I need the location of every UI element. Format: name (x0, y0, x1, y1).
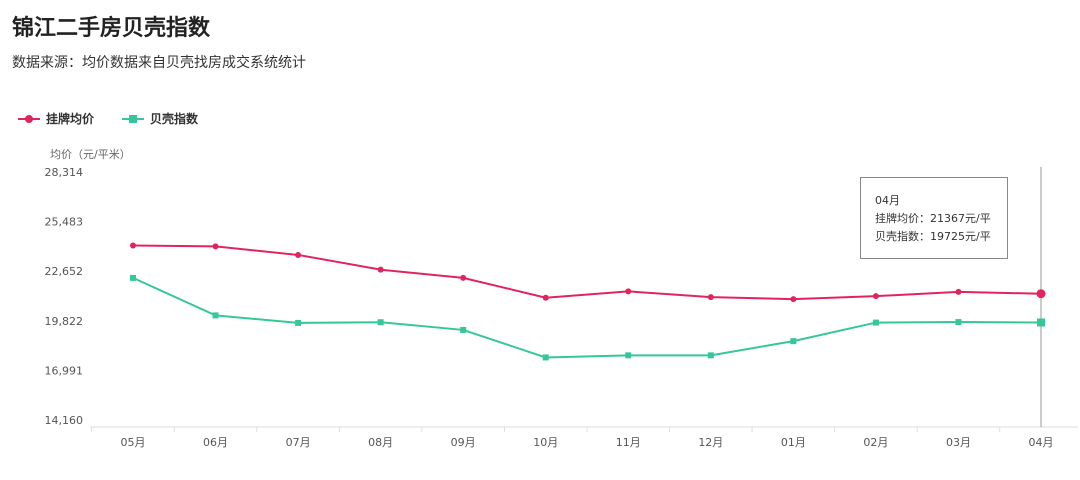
data-point (707, 294, 714, 301)
tooltip-listing-price: 挂牌均价：21367元/平 (875, 212, 991, 225)
legend: 挂牌均价 贝壳指数 (18, 110, 198, 127)
data-point (955, 288, 962, 295)
x-tick-label: 02月 (863, 436, 888, 449)
x-tick-label: 10月 (533, 436, 558, 449)
x-tick-label: 08月 (368, 436, 393, 449)
circle-marker-icon (18, 114, 40, 124)
data-point (955, 319, 962, 326)
x-tick-label: 05月 (121, 436, 146, 449)
x-tick-label: 04月 (1029, 436, 1054, 449)
legend-item-beike-index[interactable]: 贝壳指数 (122, 110, 198, 127)
data-point (542, 354, 549, 361)
data-point (872, 319, 879, 326)
x-tick-label: 12月 (698, 436, 723, 449)
data-point (212, 243, 219, 250)
y-tick-label: 22,652 (45, 265, 84, 278)
data-point (707, 352, 714, 359)
y-tick-label: 25,483 (45, 216, 84, 229)
data-point (790, 296, 797, 303)
data-point (625, 352, 632, 359)
y-tick-label: 16,991 (45, 364, 84, 377)
data-point (295, 251, 302, 258)
series-line (132, 276, 1042, 359)
x-tick-label: 01月 (781, 436, 806, 449)
data-point (1037, 318, 1045, 327)
legend-item-listing-price[interactable]: 挂牌均价 (18, 110, 94, 127)
chart-subtitle: 数据来源：均价数据来自贝壳找房成交系统统计 (12, 55, 306, 71)
x-tick-label: 11月 (616, 436, 641, 449)
data-point (872, 293, 879, 300)
y-tick-label: 28,314 (45, 166, 84, 179)
data-point (790, 338, 797, 345)
y-tick-label: 19,822 (45, 315, 84, 328)
x-tick-label: 06月 (203, 436, 228, 449)
x-tick-label: 03月 (946, 436, 971, 449)
y-axis-label: 均价（元/平米） (50, 148, 131, 161)
data-point (130, 274, 136, 281)
data-point (295, 319, 302, 326)
data-point (460, 274, 467, 281)
legend-label: 挂牌均价 (46, 112, 95, 126)
data-point (377, 319, 384, 326)
data-point (1036, 289, 1046, 299)
square-marker-icon (122, 114, 145, 124)
data-point (460, 326, 467, 333)
x-tick-label: 09月 (451, 436, 476, 449)
x-tick-label: 07月 (286, 436, 311, 449)
data-point (625, 288, 632, 295)
data-point (212, 312, 219, 319)
data-point (377, 266, 384, 273)
series-line (132, 244, 1042, 301)
tooltip-index: 贝壳指数：19725元/平 (875, 230, 991, 243)
y-tick-label: 14,160 (45, 414, 84, 427)
tooltip-month: 04月 (875, 194, 900, 207)
legend-label: 贝壳指数 (150, 112, 199, 126)
chart-title: 锦江二手房贝壳指数 (12, 16, 211, 41)
tooltip: 04月 挂牌均价：21367元/平 贝壳指数：19725元/平 (860, 177, 1008, 259)
data-point (130, 242, 136, 249)
data-point (542, 294, 549, 301)
